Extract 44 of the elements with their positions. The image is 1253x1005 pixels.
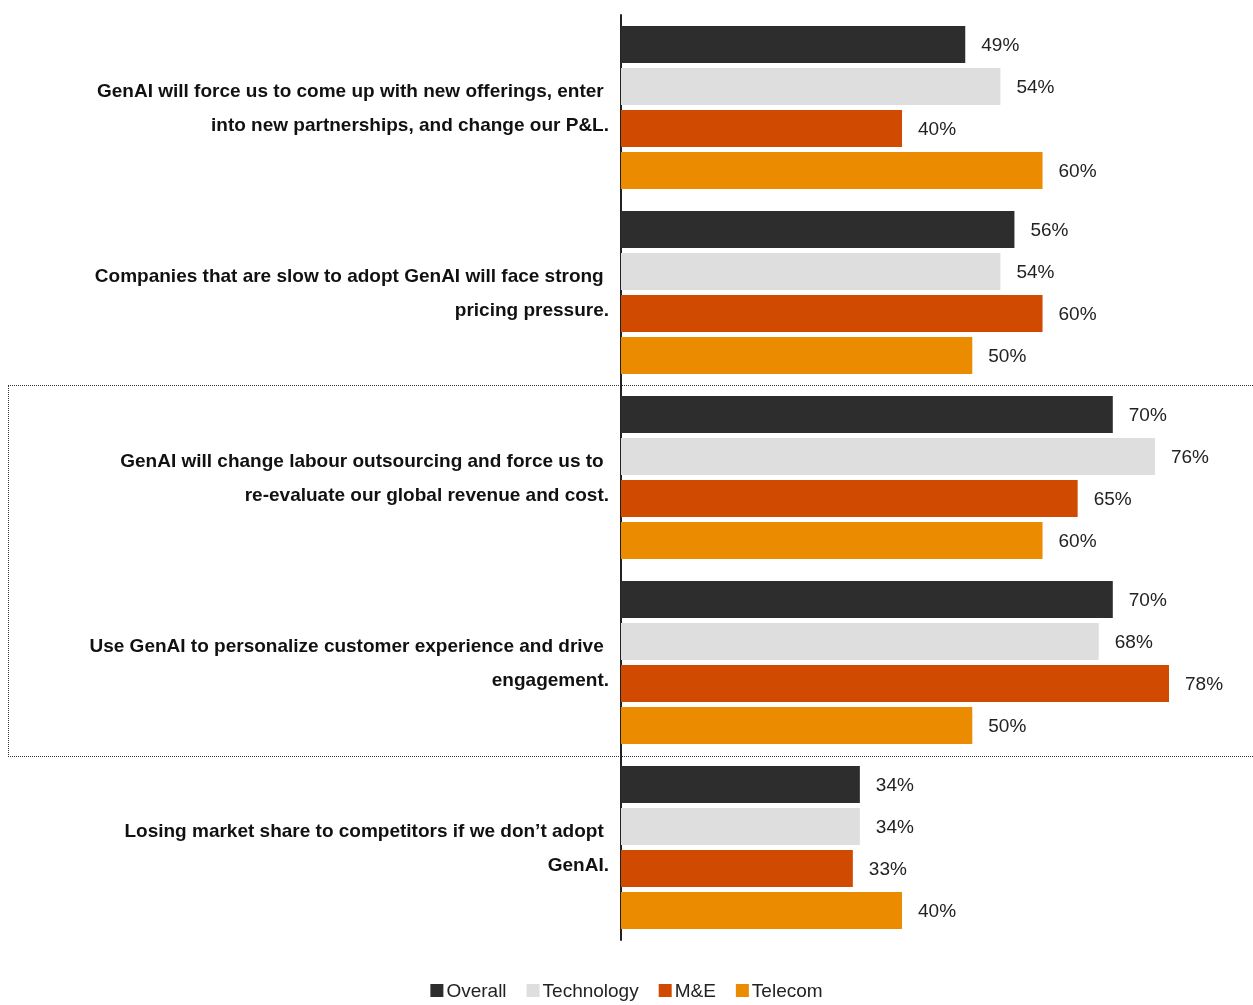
data-label: 60%: [1058, 302, 1097, 324]
data-label: 50%: [988, 344, 1027, 366]
bar: [621, 522, 1043, 559]
bar: [621, 438, 1155, 475]
bar: [621, 110, 903, 147]
data-label: 60%: [1058, 159, 1097, 181]
bar: [621, 850, 853, 887]
legend-label: Overall: [446, 980, 507, 1001]
bar: [621, 253, 1001, 290]
legend-label: Telecom: [751, 980, 823, 1001]
bar: [621, 892, 903, 929]
data-label: 54%: [1016, 76, 1055, 98]
legend-label: M&E: [674, 980, 716, 1001]
legend-label: Technology: [542, 980, 640, 1001]
data-label: 54%: [1016, 261, 1055, 283]
y-tick-label: GenAI will change labour outsourcing and force us to re-evaluate our global revenue and cost.: [120, 450, 609, 505]
y-tick-label: Use GenAI to personalize customer experience and drive engagement.: [89, 635, 609, 690]
bar: [621, 665, 1169, 702]
bar: [621, 808, 860, 845]
data-label: 34%: [875, 774, 915, 796]
bar: [621, 623, 1099, 660]
data-label: 33%: [868, 857, 907, 879]
bar: [621, 707, 973, 744]
data-label: 56%: [1030, 219, 1069, 241]
bar: [621, 337, 973, 374]
data-label: 78%: [1185, 672, 1224, 694]
data-label: 50%: [988, 714, 1027, 736]
data-label: 76%: [1170, 446, 1210, 468]
data-label: 68%: [1114, 631, 1153, 653]
y-tick-label: Losing market share to competitors if we don’t adopt GenAI.: [124, 820, 609, 875]
data-label: 65%: [1093, 487, 1132, 509]
bar: [621, 152, 1043, 189]
data-label: 40%: [918, 117, 957, 139]
data-label: 40%: [918, 899, 957, 921]
data-label: 49%: [981, 34, 1020, 56]
bar: [621, 480, 1078, 517]
data-label: 34%: [875, 816, 915, 838]
data-label: 70%: [1128, 404, 1167, 426]
bar: [621, 68, 1001, 105]
y-tick-label: Companies that are slow to adopt GenAI will face strong pricing pressure.: [94, 265, 609, 320]
data-label: 60%: [1058, 529, 1097, 551]
bar: [621, 295, 1043, 332]
data-label: 70%: [1128, 589, 1167, 611]
y-tick-label: GenAI will force us to come up with new offerings, enter into new partnerships, and change our P&L.: [96, 80, 609, 135]
